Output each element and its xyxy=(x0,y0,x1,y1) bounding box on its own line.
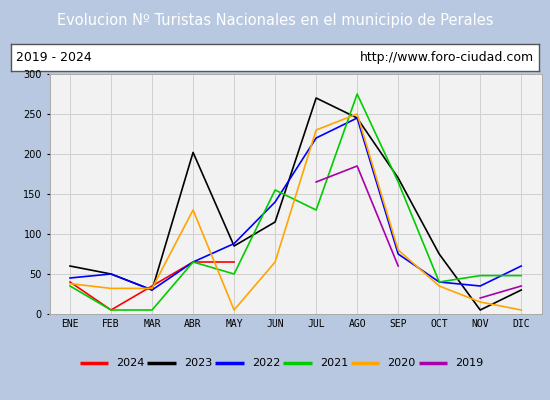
Text: Evolucion Nº Turistas Nacionales en el municipio de Perales: Evolucion Nº Turistas Nacionales en el m… xyxy=(57,14,493,28)
Text: 2019: 2019 xyxy=(455,358,483,368)
Text: 2023: 2023 xyxy=(184,358,212,368)
Text: 2024: 2024 xyxy=(116,358,145,368)
Text: 2022: 2022 xyxy=(252,358,280,368)
Text: 2019 - 2024: 2019 - 2024 xyxy=(16,51,92,64)
Text: 2021: 2021 xyxy=(320,358,348,368)
Text: 2020: 2020 xyxy=(388,358,416,368)
Text: http://www.foro-ciudad.com: http://www.foro-ciudad.com xyxy=(360,51,534,64)
